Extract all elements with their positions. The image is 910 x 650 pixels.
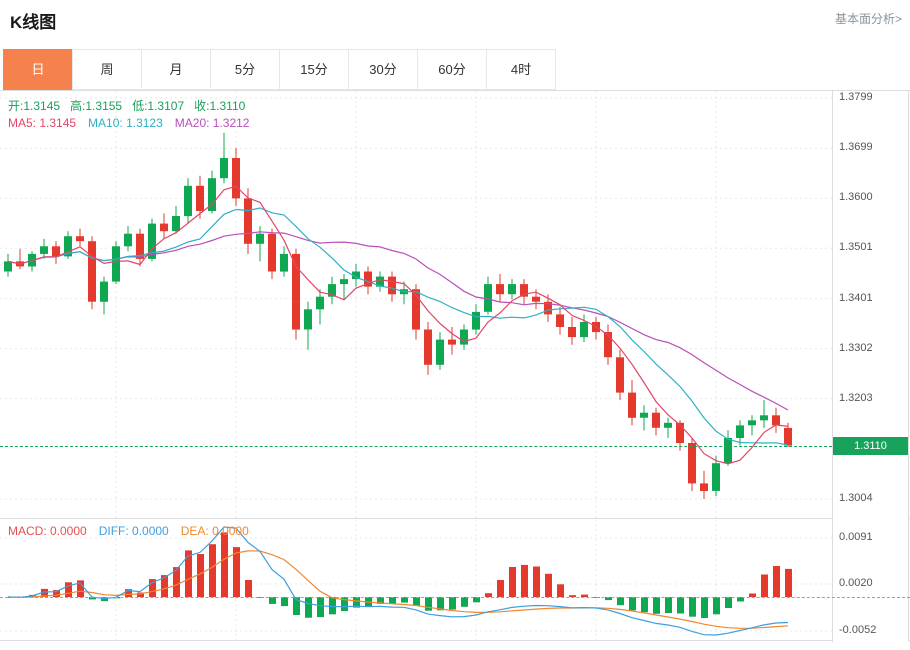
- candlestick-chart[interactable]: [0, 91, 832, 518]
- open-value: 开:1.3145: [8, 99, 61, 113]
- tab-5min[interactable]: 5分: [210, 49, 280, 90]
- tab-60min[interactable]: 60分: [417, 49, 487, 90]
- tab-month[interactable]: 月: [141, 49, 211, 90]
- dea-value: DEA: 0.0000: [180, 524, 249, 538]
- y-axis-tick: 1.3004: [839, 492, 873, 504]
- ma20-value: MA20: 1.3212: [174, 116, 250, 130]
- ma-legend: MA5: 1.3145 MA10: 1.3123 MA20: 1.3212: [8, 116, 261, 130]
- tab-30min[interactable]: 30分: [348, 49, 418, 90]
- current-price-line: [0, 446, 832, 447]
- price-axis: 1.3799 1.3699 1.3600 1.3501 1.3401 1.3302 1.32…: [832, 91, 909, 642]
- y-axis-tick: 1.3302: [839, 342, 873, 354]
- current-price-badge: 1.3110: [833, 437, 908, 455]
- ohlc-legend: 开:1.3145 高:1.3155 低:1.3107 收:1.3110: [8, 97, 255, 114]
- y-axis-tick: 1.3799: [839, 91, 873, 103]
- macd-value: MACD: 0.0000: [8, 524, 87, 538]
- tab-15min[interactable]: 15分: [279, 49, 349, 90]
- macd-legend: MACD: 0.0000 DIFF: 0.0000 DEA: 0.0000: [8, 524, 261, 538]
- macd-zero-line: [0, 597, 910, 598]
- diff-value: DIFF: 0.0000: [98, 524, 169, 538]
- panel-divider: [0, 518, 910, 519]
- macd-axis-tick: 0.0091: [839, 531, 873, 543]
- y-axis-tick: 1.3699: [839, 141, 873, 153]
- ma10-value: MA10: 1.3123: [88, 116, 163, 130]
- chart-area: 开:1.3145 高:1.3155 低:1.3107 收:1.3110 MA5: 1.…: [0, 90, 910, 642]
- close-value: 收:1.3110: [194, 99, 246, 113]
- tab-4hour[interactable]: 4时: [486, 49, 556, 90]
- y-axis-tick: 1.3501: [839, 241, 873, 253]
- ma5-value: MA5: 1.3145: [8, 116, 77, 130]
- tab-day[interactable]: 日: [3, 49, 73, 90]
- low-value: 低:1.3107: [132, 99, 185, 113]
- y-axis-tick: 1.3600: [839, 191, 873, 203]
- page-title: K线图: [10, 13, 57, 32]
- timeframe-tabs: 日周月 5分 15分 30分 60分 4时: [3, 49, 556, 90]
- y-axis-tick: 1.3401: [839, 292, 873, 304]
- high-value: 高:1.3155: [70, 99, 123, 113]
- fundamental-analysis-link[interactable]: 基本面分析>: [834, 12, 902, 26]
- tab-week[interactable]: 周: [72, 49, 142, 90]
- macd-axis-tick: 0.0020: [839, 577, 873, 589]
- y-axis-tick: 1.3203: [839, 392, 873, 404]
- macd-chart[interactable]: [0, 519, 832, 641]
- macd-axis-tick: -0.0052: [839, 624, 877, 636]
